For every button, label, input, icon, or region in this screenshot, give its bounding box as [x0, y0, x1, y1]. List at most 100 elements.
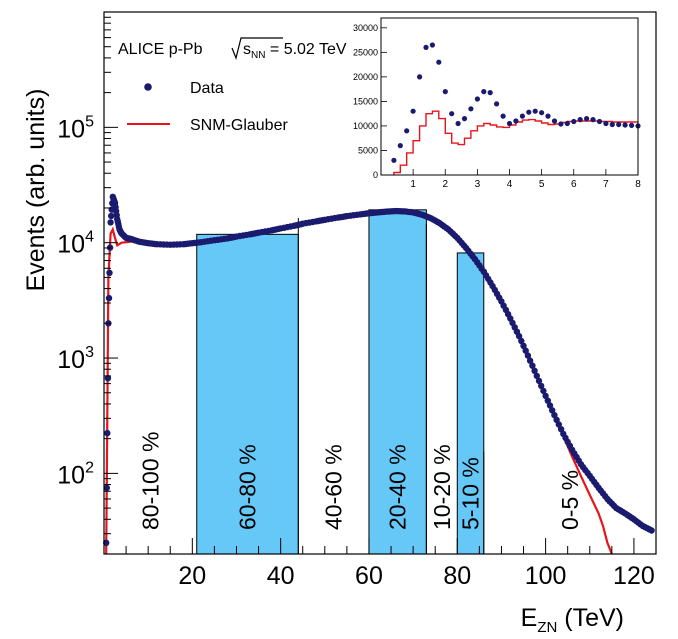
legend-data-marker: [144, 83, 152, 91]
data-point: [533, 372, 540, 380]
legend: Data SNM-Glauber: [127, 80, 288, 134]
y-tick-label: 105: [57, 113, 94, 143]
inset-data-point: [494, 101, 500, 107]
inset-data-series: [391, 42, 641, 163]
inset-data-point: [404, 128, 410, 134]
data-point: [515, 332, 523, 340]
inset-x-tick-label: 2: [442, 179, 448, 190]
data-point: [544, 397, 551, 404]
x-tick-label: 100: [525, 562, 567, 590]
data-point: [106, 269, 113, 276]
inset-data-point: [429, 42, 435, 48]
y-axis-label: Events (arb. units): [22, 89, 50, 292]
inset-data-point: [603, 120, 609, 127]
data-point: [524, 352, 532, 359]
inset-x-axis-ticks: 1 2 3 4 5 6 7 8: [410, 169, 641, 190]
legend-data-label: Data: [190, 80, 224, 97]
inset-data-point: [442, 89, 448, 95]
inset-x-tick-label: 6: [571, 179, 577, 190]
y-tick-label: 104: [57, 229, 94, 259]
inset-data-point: [564, 120, 570, 127]
inset-data-point: [629, 122, 635, 128]
x-axis-label: EZN (TeV): [521, 604, 624, 636]
data-point: [648, 527, 655, 534]
data-point: [103, 484, 111, 492]
inset-y-tick-label: 10000: [353, 121, 378, 131]
centrality-bins: [196, 209, 485, 555]
inset-data-point: [423, 44, 429, 51]
inset-background: [381, 18, 638, 175]
data-point: [546, 402, 554, 409]
data-point: [531, 367, 538, 374]
inset-x-tick-label: 3: [475, 179, 481, 190]
centrality-band: [196, 233, 299, 555]
data-point: [540, 387, 547, 395]
inset-data-point: [545, 113, 551, 119]
data-point: [105, 294, 113, 302]
inset-data-point: [609, 121, 615, 128]
inset-data-point: [455, 120, 461, 127]
inset-y-tick-label: 0: [373, 170, 378, 180]
model-series: [105, 208, 613, 555]
inset-data-point: [590, 117, 596, 123]
centrality-bin-label: 5-10 %: [458, 457, 484, 530]
inset-data-point: [410, 108, 416, 114]
data-point: [104, 375, 112, 382]
inset-data-point: [506, 120, 513, 127]
inset-data-point: [461, 116, 468, 122]
inset-model-curve: [393, 110, 638, 175]
inset-data-point: [584, 116, 590, 122]
inset-data-point: [539, 110, 545, 116]
inset-y-axis-ticks: 0 5000 10000 15000 20000 25000 30000: [353, 23, 387, 180]
inset-data-point: [571, 118, 577, 125]
centrality-bin-labels: 80-100 % 60-80 % 40-60 % 20-40 % 10-20 % 5-10…: [137, 432, 583, 530]
energy-annotation: sNN = 5.02 TeV: [231, 37, 347, 61]
inset-data-point: [500, 113, 506, 119]
legend-model-label: SNM-Glauber: [190, 117, 288, 134]
plot-frame: [103, 11, 657, 555]
y-axis-ticks: 102 103 104 105: [57, 11, 118, 555]
inset-data-point: [519, 113, 526, 119]
centrality-bin-label: 20-40 %: [385, 444, 411, 530]
centrality-bin-label: 10-20 %: [429, 444, 455, 530]
inset-y-tick-label: 15000: [353, 96, 378, 106]
inset-x-tick-label: 5: [539, 179, 545, 190]
inset-data-point: [474, 96, 480, 102]
inset-data-point: [487, 90, 493, 96]
inset-data-point: [449, 111, 455, 117]
x-tick-label: 60: [355, 562, 383, 590]
x-tick-label: 120: [613, 562, 655, 590]
inset-data-point: [397, 143, 403, 149]
inset-chart: 0 5000 10000 15000 20000 25000 30000 1 2 3 4 5 6 7 8: [353, 17, 641, 190]
inset-data-point: [391, 157, 397, 163]
inset-data-point: [481, 89, 487, 95]
data-point: [538, 382, 545, 390]
data-point: [520, 342, 527, 349]
inset-x-tick-label: 8: [635, 179, 641, 190]
data-point: [518, 337, 525, 345]
inset-x-tick-label: 7: [603, 179, 609, 190]
data-point: [107, 219, 114, 226]
centrality-bin-label: 80-100 %: [137, 432, 163, 530]
inset-data-point: [577, 117, 583, 123]
data-point: [542, 392, 549, 400]
inset-data-point: [513, 118, 519, 124]
inset-model-series: [393, 110, 638, 175]
inset-y-tick-label: 5000: [358, 145, 378, 155]
data-point: [526, 357, 534, 364]
inset-x-tick-label: 1: [410, 179, 416, 190]
data-point: [104, 429, 111, 437]
inset-data-point: [526, 109, 532, 115]
data-point: [522, 347, 529, 354]
x-tick-label: 80: [443, 562, 471, 590]
centrality-band: [368, 209, 427, 555]
data-point: [108, 212, 115, 220]
inset-y-tick-label: 30000: [353, 23, 378, 33]
data-point: [535, 377, 543, 385]
inset-data-point: [417, 74, 423, 80]
centrality-bin-label: 60-80 %: [235, 444, 261, 530]
experiment-annotation: ALICE p-Pb: [118, 41, 203, 58]
inset-y-tick-label: 25000: [353, 47, 378, 57]
centrality-band: [456, 252, 485, 555]
